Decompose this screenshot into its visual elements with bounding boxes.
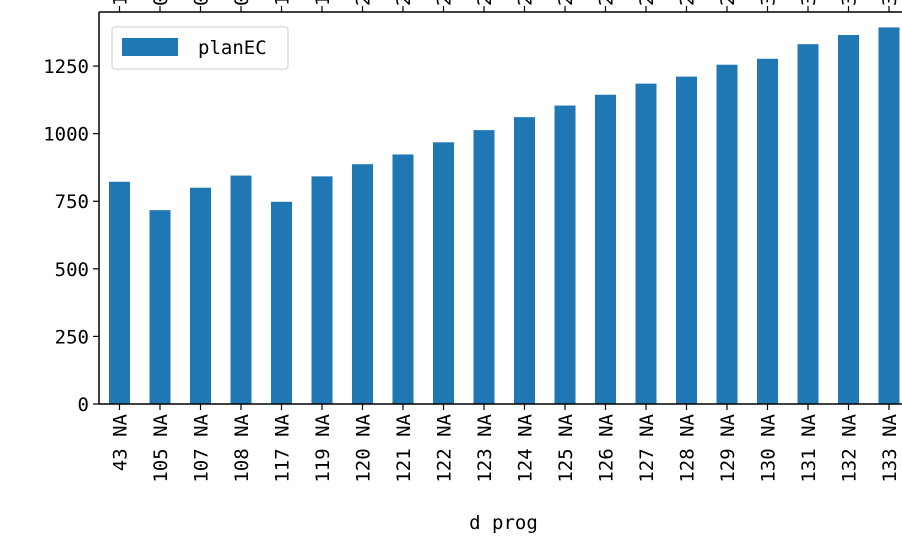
top-tick-label: 07 — [191, 0, 213, 6]
bars-group — [109, 27, 900, 405]
top-tick-label: 21 — [393, 0, 415, 6]
bar-108-na — [230, 175, 252, 404]
y-tick-label: 250 — [55, 326, 89, 348]
bar-130-na — [757, 58, 778, 404]
bar-117-na — [271, 201, 292, 404]
x-tick-label: 132 NA — [839, 413, 861, 482]
bar-122-na — [433, 142, 454, 404]
x-tick-label: 129 NA — [717, 413, 739, 482]
x-tick-label: 121 NA — [393, 413, 415, 482]
bar-124-na — [514, 117, 535, 405]
top-tick-label: 22 — [434, 0, 456, 6]
bar-125-na — [554, 105, 576, 404]
legend-swatch — [122, 38, 178, 56]
bar-132-na — [838, 34, 859, 404]
top-tick-label: 33 — [879, 0, 901, 6]
top-tick-label: 17 — [272, 0, 294, 6]
x-tick-label: 107 NA — [191, 413, 213, 482]
bar-43-na — [109, 181, 130, 404]
x-tick-label: 43 NA — [110, 413, 132, 471]
top-tick-label: 29 — [717, 0, 739, 6]
x-tick-label: 108 NA — [231, 413, 253, 482]
top-tick-label: 19 — [312, 0, 334, 6]
x-axis-ticks: 43 NA 105 NA 107 NA 108 NA 117 NA 119 NA 120 N… — [110, 404, 901, 483]
x-tick-label: 130 NA — [758, 413, 780, 482]
x-tick-label: 127 NA — [636, 413, 658, 482]
top-tick-label: 28 — [677, 0, 699, 6]
y-tick-label: 750 — [55, 191, 89, 213]
x-tick-label: 117 NA — [272, 413, 294, 482]
bar-105-na — [149, 210, 171, 404]
x-tick-label: 122 NA — [434, 413, 456, 482]
top-tick-label: 19 — [110, 0, 132, 6]
bar-126-na — [595, 94, 616, 404]
x-tick-label: 128 NA — [677, 413, 699, 482]
bar-107-na — [190, 187, 211, 404]
x-tick-label: 123 NA — [474, 413, 496, 482]
x-tick-label: 125 NA — [555, 413, 577, 482]
bar-127-na — [635, 83, 657, 404]
x-tick-label: 133 NA — [879, 413, 901, 482]
bar-119-na — [311, 176, 333, 404]
legend: planEC — [111, 26, 289, 70]
top-tick-label: 05 — [150, 0, 172, 6]
bar-123-na — [473, 130, 495, 404]
y-tick-label: 500 — [55, 259, 89, 281]
top-tick-label: 30 — [758, 0, 780, 6]
top-tick-label: 20 — [353, 0, 375, 6]
x-tick-label: 120 NA — [353, 413, 375, 482]
y-tick-label: 1250 — [43, 56, 89, 78]
y-tick-label: 1000 — [43, 124, 89, 146]
top-tick-label: 25 — [555, 0, 577, 6]
legend-label: planEC — [198, 37, 267, 59]
top-tick-labels: 19 05 07 08 17 19 20 21 22 23 24 25 26 27 28 29 30 31 32 33 — [110, 0, 901, 12]
top-tick-label: 24 — [515, 0, 537, 6]
x-tick-label: 124 NA — [515, 413, 537, 482]
bar-131-na — [797, 44, 819, 405]
legend-box — [111, 26, 289, 70]
top-tick-label: 08 — [231, 0, 253, 6]
x-tick-label: 119 NA — [312, 413, 334, 482]
x-tick-label: 131 NA — [798, 413, 820, 482]
top-tick-label: 31 — [798, 0, 820, 6]
y-tick-label: 0 — [78, 394, 89, 416]
bar-129-na — [716, 64, 738, 405]
bar-120-na — [352, 164, 373, 404]
x-tick-label: 105 NA — [150, 413, 172, 482]
top-tick-label: 32 — [839, 0, 861, 6]
top-tick-label: 27 — [636, 0, 658, 6]
x-tick-label: 126 NA — [596, 413, 618, 482]
y-axis-ticks: 0 250 500 750 1000 1250 — [43, 56, 99, 416]
bar-121-na — [392, 154, 414, 404]
top-tick-label: 26 — [596, 0, 618, 6]
bar-133-na — [878, 27, 900, 404]
bar-128-na — [676, 76, 697, 404]
top-tick-label: 23 — [474, 0, 496, 6]
x-axis-title: d prog — [469, 512, 538, 534]
